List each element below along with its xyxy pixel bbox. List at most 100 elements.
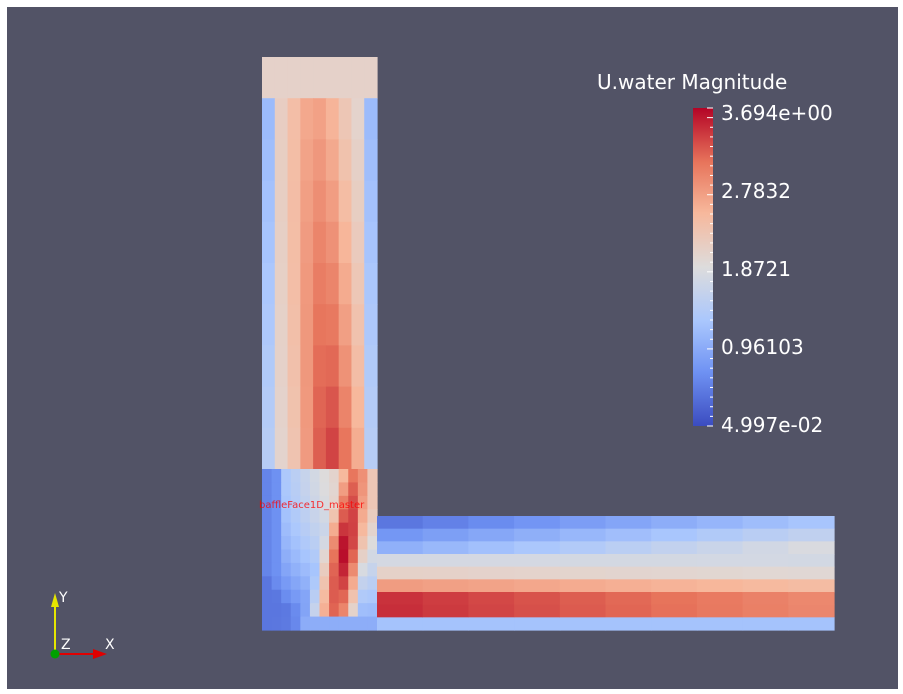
mesh-cell <box>338 427 353 470</box>
mesh-cell <box>319 522 330 537</box>
mesh-cell <box>262 482 273 497</box>
mesh-cell <box>290 469 301 484</box>
mesh-cell <box>319 536 330 551</box>
mesh-cell <box>329 589 340 604</box>
mesh-cell <box>422 516 469 530</box>
mesh-cell <box>367 522 378 537</box>
mesh-cell <box>309 589 321 604</box>
mesh-cell <box>357 603 369 618</box>
mesh-cell <box>514 604 561 618</box>
mesh-cell <box>313 263 327 305</box>
mesh-cell <box>559 579 607 593</box>
mesh-cell <box>329 576 340 591</box>
mesh-cell <box>290 562 301 577</box>
mesh-cell <box>351 57 365 99</box>
mesh-cell <box>559 554 607 568</box>
mesh-cell <box>274 427 289 470</box>
mesh-cell <box>696 541 744 555</box>
render-viewport[interactable]: U.water Magnitude 3.694e+00 2.7832 1.872… <box>7 7 898 689</box>
mesh-cell <box>262 57 276 99</box>
mesh-cell <box>300 386 314 429</box>
mesh-cell <box>351 98 365 140</box>
mesh-cell <box>422 528 469 542</box>
mesh-cell <box>281 589 292 604</box>
mesh-cell <box>367 616 378 631</box>
mesh-cell <box>274 263 289 305</box>
mesh-cell <box>287 345 301 388</box>
mesh-cell <box>468 617 515 631</box>
mesh-cell <box>300 427 314 470</box>
mesh-cell <box>309 482 321 497</box>
mesh-cell <box>329 482 340 497</box>
mesh-cell <box>351 180 365 223</box>
mesh-cell <box>290 549 301 564</box>
y-axis-arrow <box>51 593 59 607</box>
mesh-cell <box>262 576 273 591</box>
mesh-cell <box>559 617 607 631</box>
mesh-cell <box>788 579 835 593</box>
mesh-cell <box>309 616 321 631</box>
mesh-cell <box>559 528 607 542</box>
mesh-cell <box>468 541 515 555</box>
mesh-cell <box>281 509 292 524</box>
mesh-cell <box>319 495 330 510</box>
mesh-cell <box>422 554 469 568</box>
mesh-cell <box>281 495 292 510</box>
mesh-cell <box>262 304 276 346</box>
mesh-cell <box>559 592 607 606</box>
mesh-cell <box>364 427 378 470</box>
mesh-cell <box>364 180 378 223</box>
mesh-cell <box>287 386 301 429</box>
mesh-cell <box>651 566 698 580</box>
mesh-cell <box>287 57 301 99</box>
mesh-cell <box>348 603 359 618</box>
mesh-cell <box>696 566 744 580</box>
mesh-cell <box>357 576 369 591</box>
mesh-cell <box>651 541 698 555</box>
mesh-cell <box>357 549 369 564</box>
mesh-cell <box>262 427 276 470</box>
mesh-cell <box>319 549 330 564</box>
mesh-cell <box>287 263 301 305</box>
mesh-cell <box>338 562 349 577</box>
mesh-cell <box>271 616 282 631</box>
mesh-cell <box>605 579 652 593</box>
mesh-cell <box>338 589 349 604</box>
mesh-cell <box>364 304 378 346</box>
colorbar-tick-label-max: 3.694e+00 <box>721 101 833 125</box>
mesh-cell <box>357 616 369 631</box>
mesh-cell <box>325 57 340 99</box>
mesh-cell <box>319 562 330 577</box>
mesh-cell <box>274 345 289 388</box>
mesh-cell <box>313 221 327 264</box>
mesh-cell <box>514 541 561 555</box>
mesh-cell <box>468 554 515 568</box>
mesh-cell <box>274 386 289 429</box>
mesh-cell <box>338 180 353 223</box>
colorbar <box>693 108 713 426</box>
mesh-cell <box>300 495 311 510</box>
mesh-cell <box>262 345 276 388</box>
mesh-cell <box>788 604 835 618</box>
mesh-cell <box>338 221 353 264</box>
colorbar-tick-label-3: 1.8721 <box>721 257 791 281</box>
mesh-cell <box>290 576 301 591</box>
mesh-cell <box>348 549 359 564</box>
mesh-cell <box>364 386 378 429</box>
mesh-cell <box>325 304 340 346</box>
mesh-cell <box>300 576 311 591</box>
mesh-cell <box>300 509 311 524</box>
mesh-cell <box>313 98 327 140</box>
mesh-cell <box>262 522 273 537</box>
mesh-cell <box>367 576 378 591</box>
mesh-cell <box>338 57 353 99</box>
mesh-cell <box>338 139 353 182</box>
mesh-cell <box>377 516 424 530</box>
mesh-cell <box>422 617 469 631</box>
mesh-cell <box>290 616 301 631</box>
mesh-cell <box>514 592 561 606</box>
mesh-cell <box>309 495 321 510</box>
mesh-cell <box>377 528 424 542</box>
mesh-cell <box>605 554 652 568</box>
mesh-cell <box>309 536 321 551</box>
